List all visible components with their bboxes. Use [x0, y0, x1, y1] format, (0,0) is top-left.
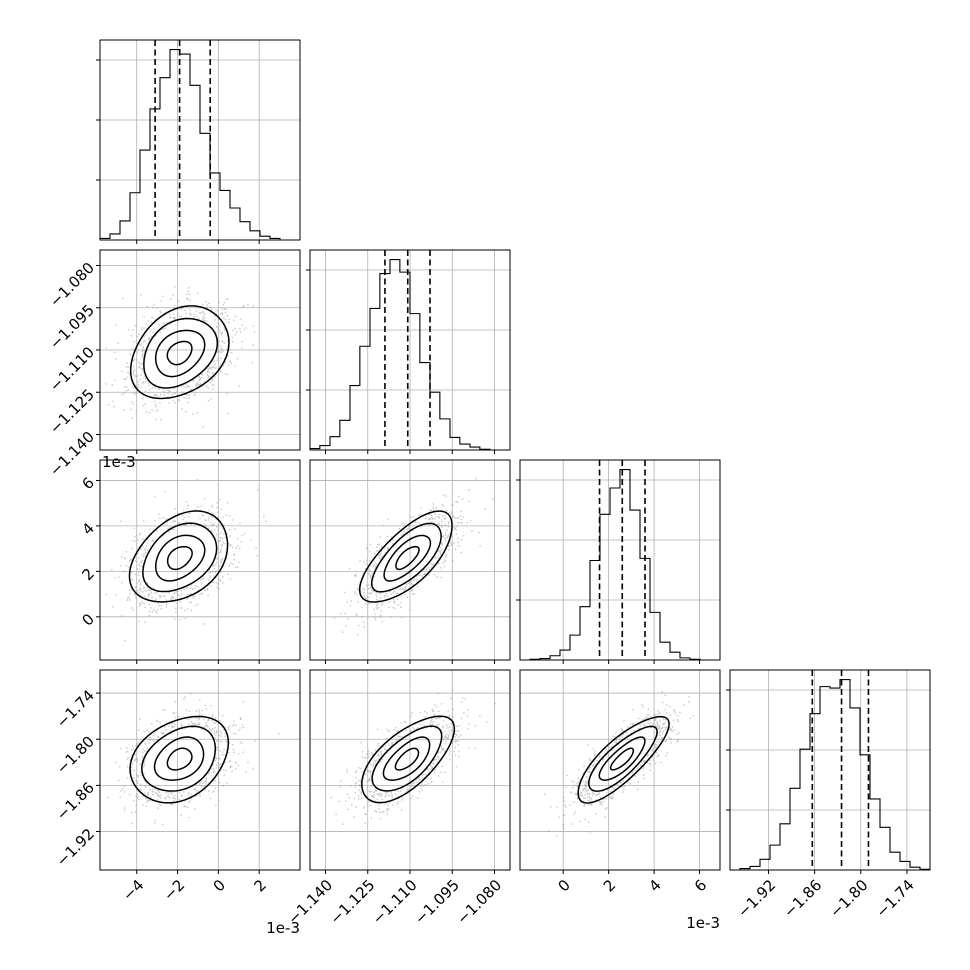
y-tick-label: −1.80 — [53, 733, 98, 778]
histogram-panel-0 — [96, 39, 301, 244]
contour-line-0 — [609, 747, 635, 771]
y-tick-label: −1.095 — [46, 301, 98, 353]
scatter-panel-3-2 — [519, 669, 721, 874]
contour-line-0 — [395, 545, 420, 571]
panel-frame — [519, 669, 721, 871]
scatter-points — [330, 689, 497, 825]
x-tick-label: 4 — [645, 876, 664, 895]
x-tick-label: 2 — [600, 876, 619, 895]
scatter-points — [105, 478, 267, 642]
panel-frame — [309, 669, 511, 871]
y-tick-label: −1.92 — [53, 825, 98, 870]
panel-content — [100, 460, 300, 660]
panel-frame — [99, 669, 301, 871]
panel-content — [310, 460, 510, 660]
y-tick-label: 2 — [79, 565, 98, 584]
contour-line-0 — [166, 545, 193, 571]
histogram-panel-1 — [306, 249, 511, 454]
y-tick-label: −1.080 — [46, 259, 98, 311]
contour-line-2 — [371, 725, 443, 792]
panel-frame — [99, 459, 301, 661]
scatter-points — [544, 691, 695, 837]
contour-line-1 — [154, 329, 206, 378]
contour-line-1 — [155, 534, 206, 582]
histogram-step-2 — [520, 468, 720, 661]
scatter-panel-3-0 — [96, 669, 301, 874]
contour-line-2 — [143, 317, 219, 389]
panel-content — [100, 670, 300, 870]
x-tick-label: −1.080 — [453, 876, 505, 928]
histogram-step-3 — [730, 678, 930, 871]
scatter-points — [105, 286, 256, 428]
contour-line-1 — [382, 736, 431, 781]
y-tick-label: 4 — [79, 519, 98, 538]
contour-line-2 — [142, 522, 218, 593]
scatter-panel-2-1 — [309, 459, 511, 664]
x-tick-label: 0 — [210, 876, 229, 895]
offset-label-p32: 1e-3 — [686, 914, 720, 932]
contour-line-1 — [598, 736, 646, 781]
x-tick-label: 6 — [691, 876, 710, 895]
x-tick-label: −1.095 — [411, 876, 463, 928]
contour-line-3 — [128, 510, 229, 603]
contour-line-2 — [370, 522, 442, 593]
panel-frame — [729, 669, 931, 871]
contour-line-0 — [394, 747, 420, 771]
contour-line-1 — [153, 736, 205, 781]
contour-line-2 — [588, 725, 658, 792]
x-tick-label: −1.86 — [780, 876, 825, 921]
x-tick-label: −1.92 — [734, 876, 779, 921]
contour-line-0 — [166, 747, 193, 771]
offset-label-p10: 1e-3 — [102, 453, 136, 471]
x-tick-label: −1.74 — [872, 876, 917, 921]
y-tick-label: −1.110 — [46, 343, 98, 395]
panel-frame — [519, 459, 721, 661]
scatter-panel-2-0 — [96, 459, 301, 664]
contour-line-0 — [166, 340, 193, 366]
contour-line-1 — [383, 534, 432, 582]
panel-frame — [309, 249, 511, 451]
scatter-panel-3-1 — [309, 669, 511, 874]
histogram-step-0 — [100, 48, 300, 241]
y-tick-label: 6 — [79, 474, 98, 493]
x-tick-label: −4 — [119, 876, 147, 904]
scatter-points — [333, 478, 494, 636]
panel-frame — [99, 249, 301, 451]
x-tick-label: −1.80 — [826, 876, 871, 921]
y-tick-label: −1.86 — [53, 779, 98, 824]
contour-line-3 — [129, 715, 230, 804]
offset-label-p30: 1e-3 — [266, 919, 300, 937]
scatter-panel-1-0 — [96, 249, 301, 454]
histogram-panel-3 — [726, 669, 931, 874]
panel-frame — [99, 39, 301, 241]
y-tick-label: 0 — [79, 610, 98, 629]
panel-content — [520, 670, 720, 870]
y-tick-label: −1.74 — [53, 686, 98, 731]
contour-line-3 — [361, 715, 456, 804]
contour-line-2 — [141, 725, 217, 792]
panel-frame — [309, 459, 511, 661]
panel-content — [310, 670, 510, 870]
histogram-step-1 — [310, 258, 510, 451]
histogram-panel-2 — [516, 459, 721, 664]
x-tick-label: 2 — [250, 876, 269, 895]
x-tick-label: 0 — [554, 876, 573, 895]
x-tick-label: −1.125 — [327, 876, 379, 928]
x-tick-label: −2 — [160, 876, 188, 904]
y-tick-label: −1.125 — [46, 386, 98, 438]
contour-line-3 — [358, 510, 453, 603]
x-tick-label: −1.110 — [369, 876, 421, 928]
scatter-points — [107, 693, 280, 826]
y-tick-label: −1.140 — [46, 428, 98, 480]
contour-line-3 — [577, 715, 670, 804]
contour-line-3 — [129, 305, 230, 400]
panel-content — [100, 250, 300, 450]
